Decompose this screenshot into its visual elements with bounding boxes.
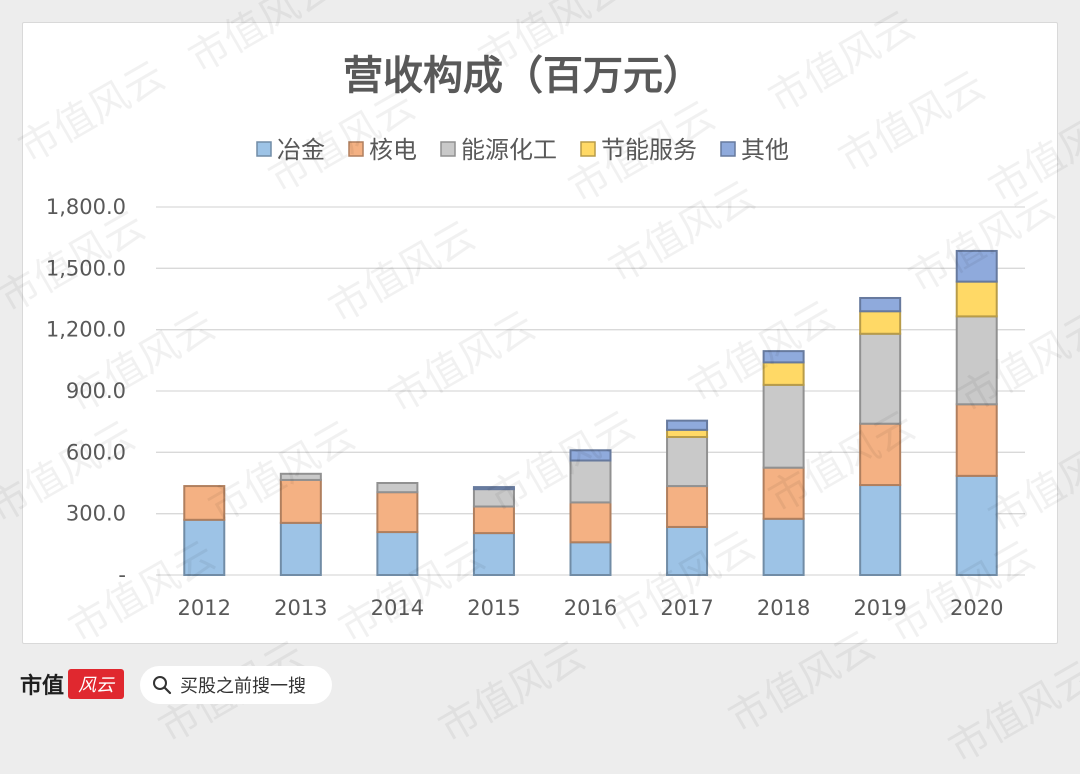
y-axis: - 300.0 600.0 900.0 1,200.0 1,500.0 1,800.0	[46, 195, 126, 587]
legend-item[interactable]: 节能服务	[580, 136, 697, 164]
legend-swatch	[256, 141, 272, 157]
bar-segment	[569, 449, 612, 462]
legend: 冶金 核电 能源化工 节能服务 其他	[256, 136, 789, 164]
bar-segment	[472, 505, 515, 535]
bar-segment	[762, 361, 805, 386]
y-tick-label: 300.0	[66, 502, 126, 526]
legend-swatch	[348, 141, 364, 157]
legend-item[interactable]: 能源化工	[440, 136, 557, 164]
bar-segment	[279, 521, 322, 577]
bar-segment	[376, 482, 419, 494]
bar-segment	[955, 315, 998, 406]
bar-segment	[762, 466, 805, 520]
bar-segment	[666, 419, 709, 431]
bar-segment	[859, 310, 902, 335]
legend-label: 其他	[741, 136, 789, 164]
bar-segment	[955, 403, 998, 477]
x-tick-label: 2019	[853, 596, 906, 620]
legend-item[interactable]: 核电	[348, 136, 417, 164]
bar-segment	[376, 531, 419, 577]
bar-segment	[859, 484, 902, 576]
bar-segment	[955, 474, 998, 577]
bar-segment	[279, 472, 322, 481]
brand-name: 市值	[20, 674, 65, 699]
bar-segment	[859, 422, 902, 487]
x-tick-label: 2020	[950, 596, 1003, 620]
bar-segment	[279, 478, 322, 524]
bar-segment	[859, 332, 902, 425]
x-tick-label: 2016	[564, 596, 617, 620]
legend-item[interactable]: 其他	[720, 136, 789, 164]
bars	[183, 249, 998, 577]
bar-segment	[472, 486, 515, 491]
legend-swatch	[440, 141, 456, 157]
y-tick-label: 1,800.0	[46, 195, 126, 219]
legend-label: 节能服务	[601, 136, 697, 164]
bar-segment	[666, 428, 709, 439]
x-tick-label: 2015	[467, 596, 520, 620]
x-tick-label: 2018	[757, 596, 810, 620]
y-tick-label: 1,500.0	[46, 256, 126, 280]
bar-segment	[955, 280, 998, 318]
x-tick-label: 2013	[274, 596, 327, 620]
footer-bar: 市值 风云 买股之前搜一搜	[0, 652, 1080, 718]
bar-segment	[666, 436, 709, 488]
y-tick-label: 900.0	[66, 379, 126, 403]
chart-title: 营收构成（百万元）	[343, 53, 703, 99]
bar-segment	[762, 383, 805, 469]
legend-label: 核电	[369, 136, 417, 164]
bar-segment	[183, 518, 226, 576]
x-tick-label: 2017	[660, 596, 713, 620]
brand-logo-badge: 风云	[68, 669, 125, 699]
bar-segment	[472, 532, 515, 577]
legend-swatch	[580, 141, 596, 157]
legend-swatch	[720, 141, 736, 157]
bar-segment	[569, 541, 612, 576]
x-tick-label: 2012	[178, 596, 231, 620]
legend-item[interactable]: 冶金	[256, 136, 325, 164]
bar-segment	[472, 488, 515, 508]
bar-segment	[569, 459, 612, 504]
bar-segment	[762, 517, 805, 576]
legend-label: 能源化工	[461, 136, 557, 164]
search-placeholder: 买股之前搜一搜	[180, 676, 306, 697]
y-tick-label: -	[118, 563, 126, 587]
x-axis: 2012 2013 2014 2015 2016 2017 2018 2019 2020	[178, 596, 1004, 620]
chart-panel: 营收构成（百万元） 冶金 核电 能源化工 节能服务 其他 - 300.0 600.0 900.…	[22, 22, 1058, 644]
search-box[interactable]: 买股之前搜一搜	[140, 666, 332, 704]
legend-label: 冶金	[277, 136, 325, 164]
brand-logo[interactable]: 市值 风云	[20, 668, 125, 700]
y-tick-label: 1,200.0	[46, 318, 126, 342]
bar-segment	[376, 491, 419, 534]
y-tick-label: 600.0	[66, 440, 126, 464]
bar-segment	[183, 485, 226, 521]
search-icon	[153, 676, 172, 695]
x-tick-label: 2014	[371, 596, 424, 620]
bar-segment	[762, 350, 805, 364]
stacked-bar-chart: 营收构成（百万元） 冶金 核电 能源化工 节能服务 其他 - 300.0 600.0 900.…	[46, 53, 1025, 620]
bar-segment	[859, 296, 902, 313]
bar-segment	[955, 249, 998, 283]
bar-segment	[666, 485, 709, 528]
bar-segment	[569, 501, 612, 544]
bar-segment	[666, 525, 709, 577]
